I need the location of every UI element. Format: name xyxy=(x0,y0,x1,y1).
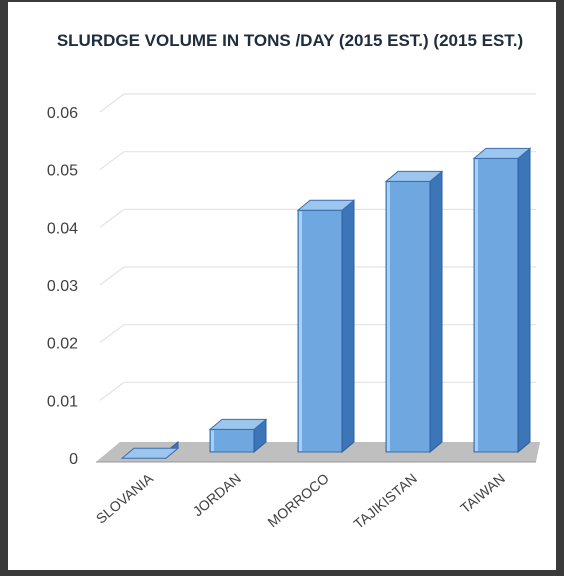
bar-front xyxy=(473,157,519,453)
y-tick-label: 0.02 xyxy=(47,336,78,353)
y-tick-label: 0.05 xyxy=(47,163,78,180)
bar xyxy=(296,199,356,454)
bar-front xyxy=(385,180,431,453)
y-tick-label: 0.03 xyxy=(47,278,78,295)
bar-top xyxy=(384,170,444,182)
bar xyxy=(120,440,180,460)
chart-title: SLURDGE VOLUME IN TONS /DAY (2015 EST.) … xyxy=(56,31,524,50)
x-axis-labels: SLOVANIA JORDAN MORROCO TAJIKISTAN TAIWAN xyxy=(93,470,508,532)
gridline xyxy=(99,151,536,171)
x-tick-label: TAIWAN xyxy=(457,470,508,516)
bar-front xyxy=(209,428,255,453)
bar-side xyxy=(341,199,355,454)
y-axis-ticks: 0 0.01 0.02 0.03 0.04 0.05 0.06 xyxy=(47,105,78,468)
bar-highlight xyxy=(387,182,390,451)
x-tick-label: SLOVANIA xyxy=(93,470,157,527)
y-tick-label: 0 xyxy=(69,451,78,468)
x-tick-label: JORDAN xyxy=(190,470,244,519)
y-tick-label: 0.04 xyxy=(47,220,78,237)
gridline xyxy=(99,93,536,113)
bar-side xyxy=(517,147,531,454)
bar-side xyxy=(429,170,443,454)
bar-top xyxy=(472,147,532,159)
bar xyxy=(208,418,268,454)
bar-top xyxy=(296,199,356,211)
bar-highlight xyxy=(475,159,478,451)
bar-top xyxy=(120,447,180,459)
bar-top xyxy=(208,418,268,430)
bar xyxy=(384,170,444,454)
x-tick-label: MORROCO xyxy=(264,470,332,530)
bar-front xyxy=(297,209,343,453)
y-tick-label: 0.06 xyxy=(47,105,78,122)
bars xyxy=(120,147,532,460)
y-tick-label: 0.01 xyxy=(47,393,78,410)
bar xyxy=(472,147,532,454)
x-tick-label: TAJIKISTAN xyxy=(350,470,419,532)
bar-highlight xyxy=(299,211,302,451)
bar-highlight xyxy=(211,430,214,451)
